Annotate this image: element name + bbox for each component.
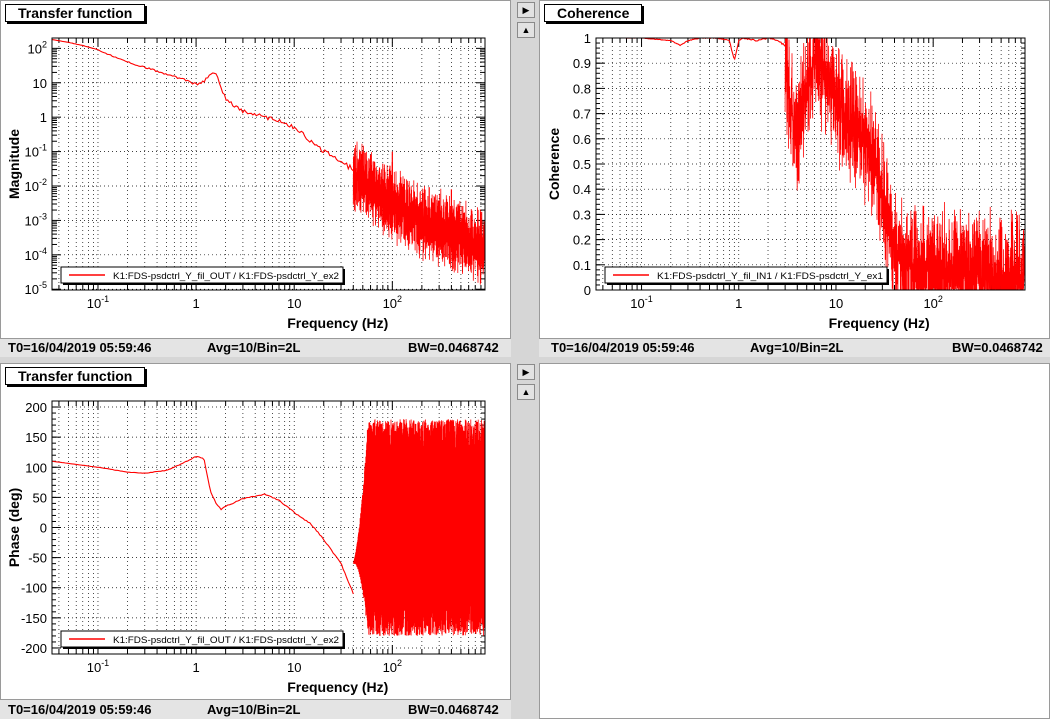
series-line (52, 456, 354, 595)
t0-label: T0=16/04/2019 05:59:46 (551, 340, 695, 355)
y-tick-label: -200 (21, 641, 47, 656)
x-tick-label: 10-1 (87, 294, 109, 311)
y-tick-label: 10-5 (25, 280, 47, 297)
x-tick-label: 10 (287, 296, 301, 311)
pad-transfer-magnitude[interactable]: Transfer function 10-1 1 10 102 102 10 1 10-1 10… (0, 0, 511, 339)
scroll-up-button[interactable]: ▲ (517, 22, 535, 38)
y-tick-label: 0.2 (573, 233, 591, 248)
y-tick-label: 0 (40, 521, 47, 536)
y-axis-label: Magnitude (6, 129, 22, 199)
x-axis-label: Frequency (Hz) (287, 315, 388, 331)
series-line-noise (352, 141, 485, 285)
x-tick-label: 10-1 (630, 294, 652, 311)
x-tick-label: 102 (383, 658, 402, 675)
y-tick-label: 0.1 (573, 258, 591, 273)
y-tick-label: 1 (40, 110, 47, 125)
x-tick-label: 10 (829, 296, 843, 311)
x-tick-label: 1 (735, 296, 742, 311)
x-axis-label: Frequency (Hz) (287, 679, 388, 695)
pad-transfer-phase[interactable]: Transfer function 10-1 1 10 102 200 150 100 50 0… (0, 363, 511, 700)
y-tick-label: 0.8 (573, 81, 591, 96)
bw-label: BW=0.0468742 (408, 340, 499, 355)
magnitude-chart: 10-1 1 10 102 102 10 1 10-1 10-2 10-3 10-4 10-5 Freq… (6, 37, 486, 331)
x-tick-label: 10-1 (87, 658, 109, 675)
y-tick-label: -50 (28, 551, 47, 566)
y-tick-label: 10 (33, 76, 47, 91)
plot-frame (51, 37, 486, 291)
status-strip (0, 339, 511, 357)
t0-label: T0=16/04/2019 05:59:46 (8, 702, 152, 717)
x-axis-label: Frequency (Hz) (829, 315, 930, 331)
x-tick-label: 102 (923, 294, 942, 311)
y-tick-label: 0.6 (573, 132, 591, 147)
pad-title: Transfer function (5, 4, 146, 22)
bw-label: BW=0.0468742 (952, 340, 1043, 355)
status-strip (0, 700, 511, 719)
avg-label: Avg=10/Bin=2L (207, 340, 301, 355)
plot-frame (595, 37, 1026, 291)
legend-label: K1:FDS-psdctrl_Y_fil_OUT / K1:FDS-psdctr… (113, 635, 339, 646)
legend-box (60, 266, 344, 284)
series-line-noise (784, 38, 1025, 290)
y-axis-label: Phase (deg) (6, 488, 22, 567)
coherence-chart: 10-1 1 10 102 0 0.1 0.2 0.3 0.4 0.5 0.6 0.7 0.8 0.9 1 F… (546, 31, 1026, 331)
y-tick-label: 200 (25, 400, 47, 415)
expand-right-button[interactable]: ▶ (517, 364, 535, 380)
y-tick-label: 10-4 (25, 246, 47, 263)
avg-label: Avg=10/Bin=2L (207, 702, 301, 717)
expand-right-button[interactable]: ▶ (517, 2, 535, 18)
x-tick-label: 102 (383, 294, 402, 311)
y-tick-label: 0.4 (573, 182, 591, 197)
series-group (52, 419, 485, 636)
pad-coherence[interactable]: Coherence 10-1 1 10 102 0 0.1 0.2 0.3 0.4 0.5 0.6 0… (539, 0, 1050, 339)
y-tick-label: 100 (25, 460, 47, 475)
status-strip (539, 339, 1050, 357)
x-tick-label: 1 (192, 660, 199, 675)
bw-label: BW=0.0468742 (408, 702, 499, 717)
y-tick-label: -100 (21, 581, 47, 596)
legend-label: K1:FDS-psdctrl_Y_fil_IN1 / K1:FDS-psdctr… (657, 271, 883, 282)
plot-frame (51, 400, 486, 655)
pad-title: Coherence (544, 4, 643, 22)
legend: K1:FDS-psdctrl_Y_fil_OUT / K1:FDS-psdctr… (60, 266, 345, 285)
y-tick-label: 50 (33, 490, 47, 505)
pad-title: Transfer function (5, 367, 146, 385)
y-tick-label: 0.9 (573, 56, 591, 71)
y-tick-label: 10-2 (25, 177, 47, 194)
scroll-up-button[interactable]: ▲ (517, 384, 535, 400)
y-tick-label: 1 (584, 31, 591, 46)
grid (52, 37, 485, 290)
legend-label: K1:FDS-psdctrl_Y_fil_OUT / K1:FDS-psdctr… (113, 271, 339, 282)
legend: K1:FDS-psdctrl_Y_fil_OUT / K1:FDS-psdctr… (60, 630, 345, 649)
y-tick-label: 0.7 (573, 107, 591, 122)
grid (596, 37, 1025, 291)
y-tick-label: 0.3 (573, 207, 591, 222)
x-tick-label: 10 (287, 660, 301, 675)
phase-chart: 10-1 1 10 102 200 150 100 50 0 -50 -100 -150 -200 Fre… (6, 400, 486, 695)
t0-label: T0=16/04/2019 05:59:46 (8, 340, 152, 355)
series-line-noise (352, 419, 485, 636)
x-tick-label: 1 (192, 296, 199, 311)
y-tick-label: 10-3 (25, 211, 47, 228)
legend-box (604, 266, 888, 284)
y-tick-label: 0 (584, 283, 591, 298)
y-tick-label: -150 (21, 611, 47, 626)
y-tick-label: 10-1 (25, 143, 47, 160)
y-axis-label: Coherence (546, 128, 562, 201)
y-tick-label: 150 (25, 430, 47, 445)
legend: K1:FDS-psdctrl_Y_fil_IN1 / K1:FDS-psdctr… (604, 266, 889, 285)
series-line (596, 38, 786, 61)
series-group (52, 39, 485, 285)
legend-box (60, 630, 344, 648)
y-tick-label: 0.5 (573, 157, 591, 172)
pad-empty[interactable] (539, 363, 1050, 719)
y-tick-label: 102 (28, 39, 47, 56)
avg-label: Avg=10/Bin=2L (750, 340, 844, 355)
series-line (52, 39, 354, 172)
